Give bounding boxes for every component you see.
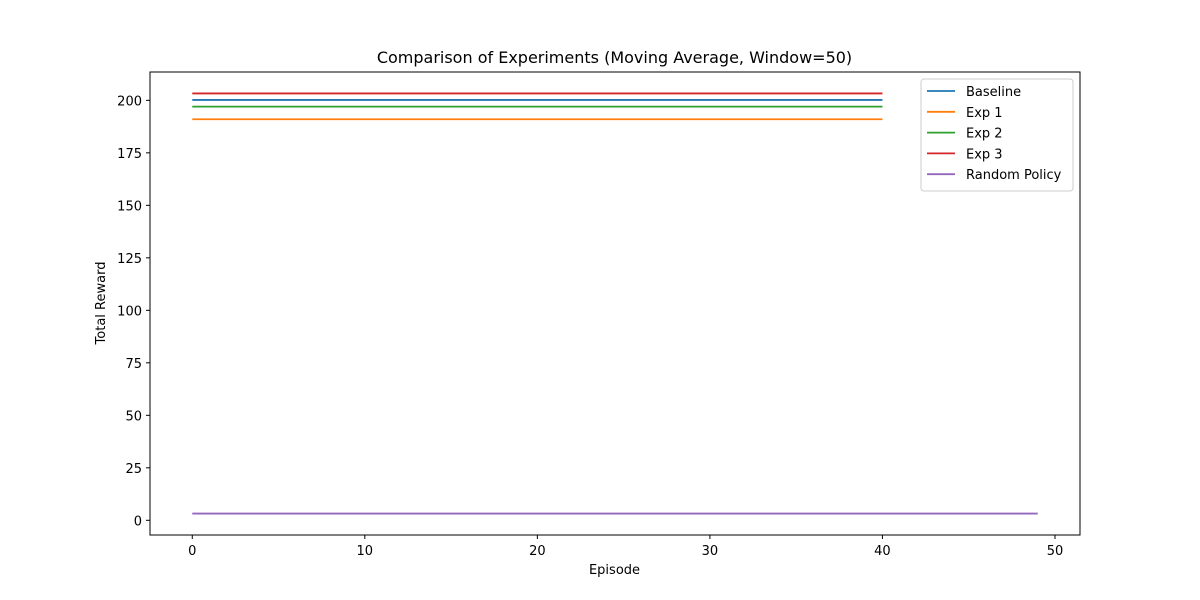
plot-area-frame bbox=[149, 71, 1081, 536]
y-tick-label: 0 bbox=[134, 514, 142, 529]
x-axis-label: Episode bbox=[589, 563, 640, 578]
y-tick-label: 100 bbox=[117, 304, 142, 319]
legend-label: Random Policy bbox=[966, 168, 1062, 183]
y-tick-label: 25 bbox=[125, 462, 142, 477]
legend-label: Baseline bbox=[966, 85, 1021, 100]
y-tick-label: 200 bbox=[117, 94, 142, 109]
y-tick-label: 150 bbox=[117, 199, 142, 214]
x-tick-label: 40 bbox=[874, 544, 891, 559]
x-tick-label: 30 bbox=[702, 544, 719, 559]
legend: Baseline Exp 1 Exp 2 Exp 3 Random Policy bbox=[920, 78, 1074, 192]
y-tick-label: 125 bbox=[117, 252, 142, 267]
legend-label: Exp 3 bbox=[966, 147, 1003, 162]
legend-label: Exp 1 bbox=[966, 106, 1003, 121]
legend-box bbox=[920, 78, 1074, 192]
y-axis-label: Total Reward bbox=[94, 262, 109, 346]
ticks-layer: 0 10 20 30 40 50 0 25 50 75 100 125 150 175 200 bbox=[117, 94, 1063, 559]
y-tick-label: 50 bbox=[125, 409, 142, 424]
y-tick-label: 75 bbox=[125, 357, 142, 372]
legend-label: Exp 2 bbox=[966, 127, 1003, 142]
x-tick-label: 20 bbox=[529, 544, 546, 559]
x-tick-label: 50 bbox=[1047, 544, 1064, 559]
x-tick-label: 10 bbox=[357, 544, 374, 559]
chart-title: Comparison of Experiments (Moving Averag… bbox=[377, 48, 852, 67]
series-layer bbox=[192, 92, 1038, 515]
y-tick-label: 175 bbox=[117, 147, 142, 162]
x-tick-label: 0 bbox=[188, 544, 196, 559]
